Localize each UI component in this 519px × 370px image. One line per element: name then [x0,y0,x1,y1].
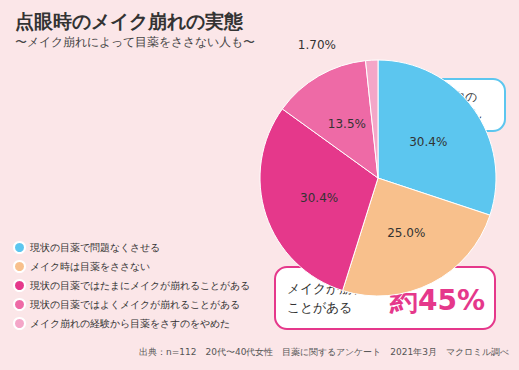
svg-text:現状の目薬ではたまにメイクが崩れることがある: 現状の目薬ではたまにメイクが崩れることがある [30,280,250,291]
svg-text:出典：n=112 20代〜40代女性 目薬に関するアンケート: 出典：n=112 20代〜40代女性 目薬に関するアンケート 2021年3月 マ… [139,347,509,357]
svg-text:メイク崩れの経験から目薬をさすのをやめた: メイク崩れの経験から目薬をさすのをやめた [30,318,230,329]
svg-text:現状の目薬で問題なくさせる: 現状の目薬で問題なくさせる [30,242,160,253]
svg-text:現状の目薬ではよくメイクが崩れることがある: 現状の目薬ではよくメイクが崩れることがある [30,299,240,310]
svg-text:1.70%: 1.70% [298,38,336,52]
svg-text:〜メイク崩れによって目薬をささない人も〜: 〜メイク崩れによって目薬をささない人も〜 [15,35,255,49]
svg-text:ことがある: ことがある [287,300,352,315]
svg-text:30.4%: 30.4% [300,191,338,205]
svg-text:30.4%: 30.4% [409,135,447,149]
svg-text:メイク時は目薬をささない: メイク時は目薬をささない [30,261,150,272]
svg-text:25.0%: 25.0% [387,226,425,240]
svg-text:約45%: 約45% [390,283,485,317]
svg-text:13.5%: 13.5% [328,117,366,131]
svg-text:点眼時のメイク崩れの実態: 点眼時のメイク崩れの実態 [15,10,244,32]
